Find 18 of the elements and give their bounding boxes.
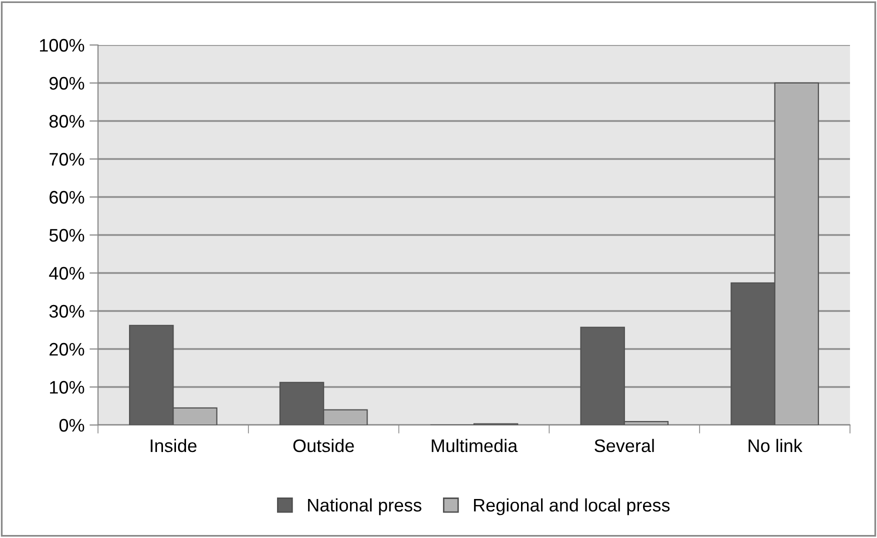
legend-label: National press bbox=[308, 498, 422, 516]
x-tick-label: Multimedia bbox=[432, 438, 518, 452]
y-tick-label: 90% bbox=[50, 76, 84, 90]
x-tick-label: Outside bbox=[293, 438, 354, 452]
y-tick-label: 100% bbox=[40, 38, 84, 52]
y-tick-label: 10% bbox=[50, 380, 84, 394]
y-tick-label: 50% bbox=[49, 228, 84, 242]
y-tick-label: 20% bbox=[50, 342, 84, 356]
y-tick-label: 80% bbox=[49, 114, 84, 128]
y-tick-label: 40% bbox=[49, 266, 84, 280]
x-tick-label: Several bbox=[594, 438, 654, 452]
y-tick-label: 60% bbox=[50, 190, 84, 204]
y-tick-label: 0% bbox=[59, 418, 84, 432]
y-tick-label: 70% bbox=[50, 152, 84, 166]
x-tick-label: No link bbox=[748, 438, 802, 452]
legend-label: Regional and local press bbox=[474, 498, 670, 516]
x-tick-label: Inside bbox=[150, 438, 196, 452]
y-tick-label: 30% bbox=[49, 304, 84, 318]
